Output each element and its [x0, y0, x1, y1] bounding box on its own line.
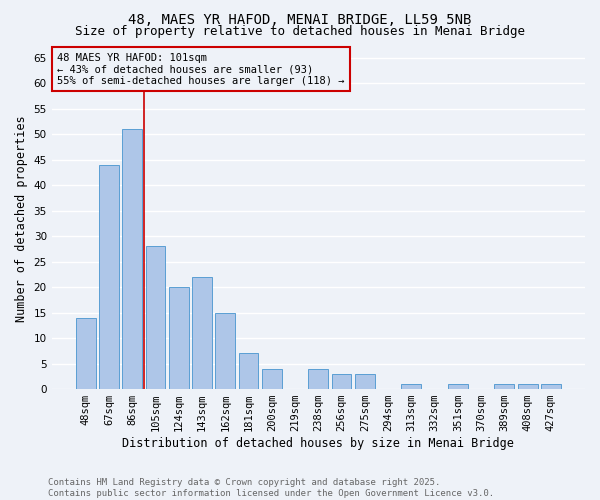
Y-axis label: Number of detached properties: Number of detached properties — [15, 115, 28, 322]
Bar — [518, 384, 538, 389]
Bar — [76, 318, 95, 389]
Bar — [262, 368, 282, 389]
Bar — [494, 384, 514, 389]
Bar — [122, 129, 142, 389]
Bar — [332, 374, 352, 389]
Text: Contains HM Land Registry data © Crown copyright and database right 2025.
Contai: Contains HM Land Registry data © Crown c… — [48, 478, 494, 498]
Bar — [355, 374, 375, 389]
X-axis label: Distribution of detached houses by size in Menai Bridge: Distribution of detached houses by size … — [122, 437, 514, 450]
Bar — [192, 277, 212, 389]
Bar — [308, 368, 328, 389]
Bar — [146, 246, 166, 389]
Bar — [99, 165, 119, 389]
Bar — [215, 312, 235, 389]
Bar — [448, 384, 468, 389]
Text: Size of property relative to detached houses in Menai Bridge: Size of property relative to detached ho… — [75, 25, 525, 38]
Bar — [169, 287, 188, 389]
Text: 48, MAES YR HAFOD, MENAI BRIDGE, LL59 5NB: 48, MAES YR HAFOD, MENAI BRIDGE, LL59 5N… — [128, 12, 472, 26]
Text: 48 MAES YR HAFOD: 101sqm
← 43% of detached houses are smaller (93)
55% of semi-d: 48 MAES YR HAFOD: 101sqm ← 43% of detach… — [57, 52, 344, 86]
Bar — [401, 384, 421, 389]
Bar — [541, 384, 561, 389]
Bar — [239, 354, 259, 389]
